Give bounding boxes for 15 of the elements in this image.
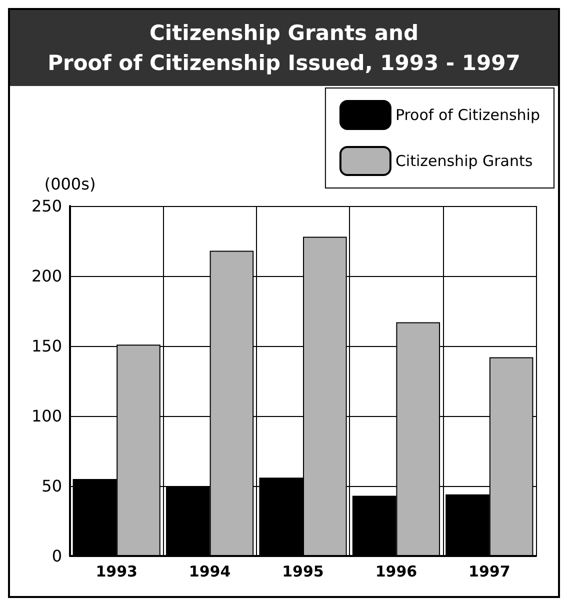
y-tick-label: 100 [31, 406, 62, 426]
x-tick-label: 1994 [188, 562, 231, 580]
y-tick-label: 200 [31, 266, 62, 286]
y-tick-label: 250 [31, 196, 62, 216]
y-tick-label: 50 [42, 476, 62, 496]
x-tick-label: 1995 [282, 562, 324, 580]
x-tick-label: 1996 [375, 562, 418, 580]
y-axis-title: (000s) [44, 174, 96, 194]
legend-label: Citizenship Grants [395, 152, 533, 170]
y-tick-label: 0 [52, 546, 62, 566]
x-tick-label: 1997 [468, 562, 510, 580]
x-tick-label: 1993 [96, 562, 138, 580]
legend-label: Proof of Citizenship [395, 106, 540, 124]
chart-title: Citizenship Grants and Proof of Citizenship Issued, 1993 - 1997 [10, 10, 558, 86]
y-tick-label: 150 [31, 336, 62, 356]
